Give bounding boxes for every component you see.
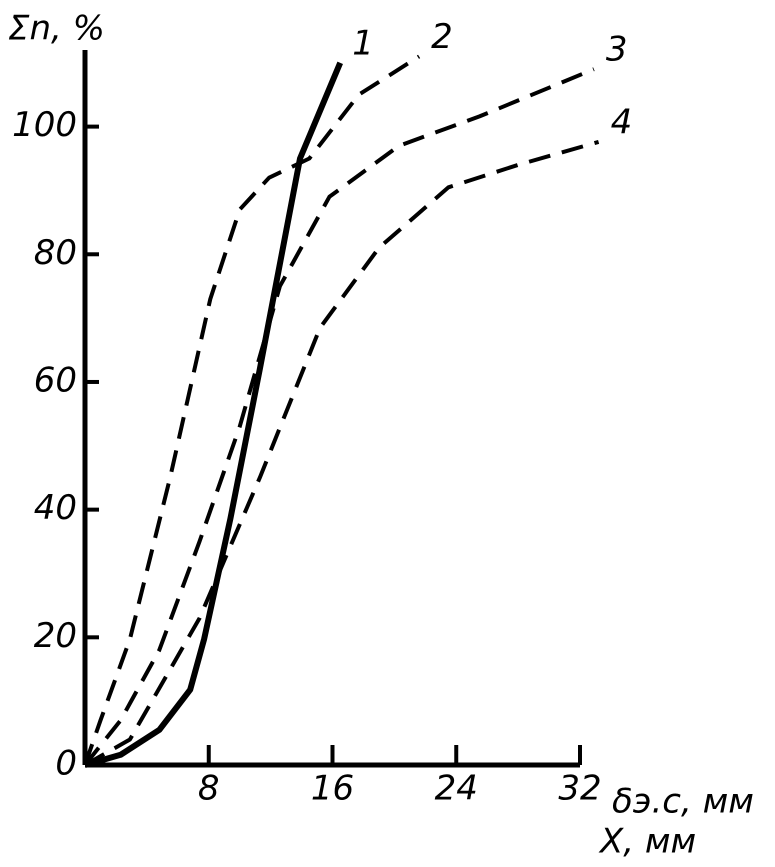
- curve-label: 3: [606, 30, 628, 70]
- y-tick-label: 60: [34, 360, 77, 400]
- y-tick-label: 20: [34, 616, 77, 656]
- x-tick-label: 8: [198, 769, 220, 809]
- y-tick-label: 40: [34, 488, 77, 528]
- x-axis-label: δэ.с, мм: [612, 782, 754, 822]
- curve: [83, 67, 595, 767]
- x-axis-label-2: X, мм: [598, 822, 696, 862]
- curve: [84, 61, 343, 768]
- curve-label: 4: [611, 102, 633, 142]
- y-tick-label: 100: [12, 105, 77, 145]
- curve: [84, 139, 600, 767]
- curve-label: 2: [431, 17, 453, 57]
- x-tick-label: 16: [311, 769, 354, 809]
- x-tick-label: 24: [435, 769, 478, 809]
- x-tick-label: 32: [558, 769, 601, 809]
- y-tick-label: 0: [55, 744, 77, 784]
- y-axis-label: Σn, %: [8, 9, 105, 49]
- y-tick-label: 80: [34, 233, 77, 273]
- curve: [83, 54, 421, 766]
- curve-label: 1: [352, 23, 374, 63]
